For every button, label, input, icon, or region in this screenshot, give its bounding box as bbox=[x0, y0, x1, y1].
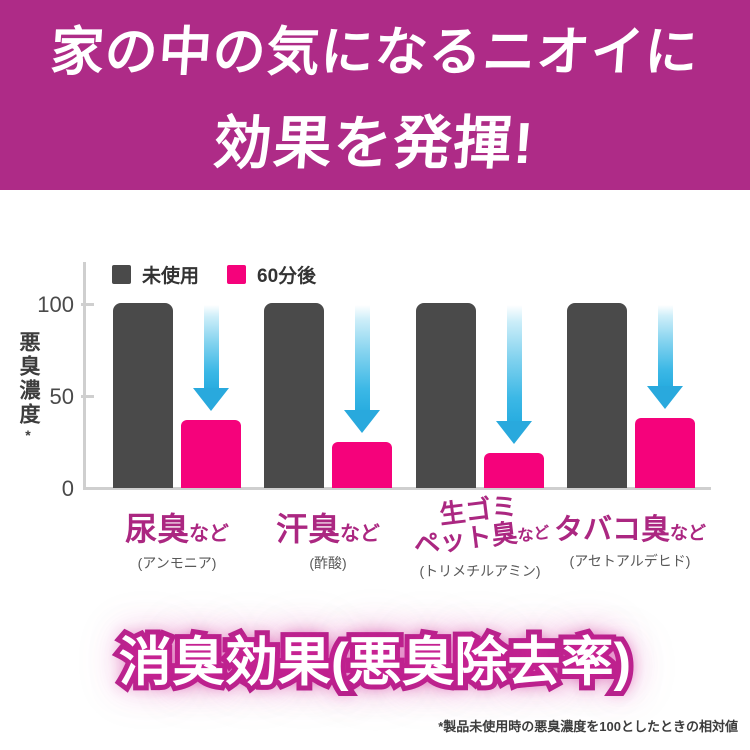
y-tick-label-100: 100 bbox=[37, 292, 74, 317]
bar-60min-4 bbox=[635, 417, 695, 488]
bar-unused-3 bbox=[416, 303, 476, 488]
category-label-garbage-pet: 生ゴミ ペット臭など (トリメチルアミン) bbox=[395, 490, 565, 581]
arrow-shaft bbox=[657, 305, 673, 386]
y-tick-label-50: 50 bbox=[49, 384, 74, 409]
legend-label-unused: 未使用 bbox=[142, 266, 200, 287]
headline-line-2: 効果を発揮! bbox=[211, 111, 538, 176]
category-main: 尿臭 bbox=[125, 511, 190, 547]
y-axis-title: 悪臭濃度 * bbox=[13, 331, 43, 443]
category-label-sweat: 汗臭など (酢酸) bbox=[243, 511, 413, 573]
decrease-arrow-icon-4 bbox=[647, 305, 683, 409]
y-axis-footnote-mark: * bbox=[20, 427, 36, 443]
legend-swatch-60min bbox=[227, 265, 247, 284]
legend-swatch-unused bbox=[112, 265, 131, 284]
arrow-shaft bbox=[203, 305, 219, 388]
category-label-tobacco: タバコ臭など (アセトアルデヒド) bbox=[545, 515, 715, 571]
arrow-head bbox=[193, 387, 229, 411]
decrease-arrow-icon-3 bbox=[496, 305, 532, 444]
legend-label-60min: 60分後 bbox=[257, 266, 317, 287]
decrease-arrow-icon-2 bbox=[344, 305, 380, 433]
bar-60min-1 bbox=[181, 419, 241, 488]
arrow-head bbox=[647, 385, 683, 409]
category-suffix: など bbox=[670, 523, 706, 543]
headline-banner: 家の中の気になるニオイに 効果を発揮! bbox=[0, 0, 750, 190]
y-tick-label-0: 0 bbox=[61, 476, 74, 501]
bar-60min-2 bbox=[332, 441, 392, 488]
plot-area bbox=[83, 303, 712, 488]
category-sub: (酢酸) bbox=[309, 554, 347, 571]
chart-legend: 未使用 60分後 bbox=[112, 261, 316, 288]
decrease-arrow-icon-1 bbox=[193, 305, 229, 411]
x-axis-line bbox=[83, 487, 711, 490]
category-label-urine: 尿臭など (アンモニア) bbox=[92, 511, 262, 573]
arrow-shaft bbox=[354, 305, 370, 410]
y-tickmark-50 bbox=[81, 395, 94, 398]
bar-unused-1 bbox=[113, 303, 173, 488]
footnote: *製品未使用時の悪臭濃度を100としたときの相対値 bbox=[438, 719, 738, 734]
arrow-shaft bbox=[506, 305, 522, 421]
bar-unused-4 bbox=[567, 303, 627, 488]
y-axis-title-text: 悪臭濃度 bbox=[17, 331, 40, 427]
arrow-head bbox=[344, 409, 380, 433]
category-main: 汗臭 bbox=[276, 511, 341, 547]
y-tickmark-100 bbox=[81, 303, 94, 306]
category-sub: (アンモニア) bbox=[137, 554, 217, 571]
bar-60min-3 bbox=[484, 452, 544, 488]
y-axis-line bbox=[83, 262, 86, 490]
category-sub: (トリメチルアミン) bbox=[419, 562, 541, 579]
arrow-head bbox=[496, 420, 532, 444]
category-suffix: など bbox=[340, 523, 380, 545]
headline-line-1: 家の中の気になるニオイに bbox=[48, 23, 701, 82]
category-suffix: など bbox=[189, 523, 229, 545]
category-main: タバコ臭 bbox=[554, 514, 671, 546]
chart-title: 消臭効果(悪臭除去率) bbox=[114, 628, 636, 697]
bar-unused-2 bbox=[264, 303, 324, 488]
category-sub: (アセトアルデヒド) bbox=[569, 553, 691, 570]
